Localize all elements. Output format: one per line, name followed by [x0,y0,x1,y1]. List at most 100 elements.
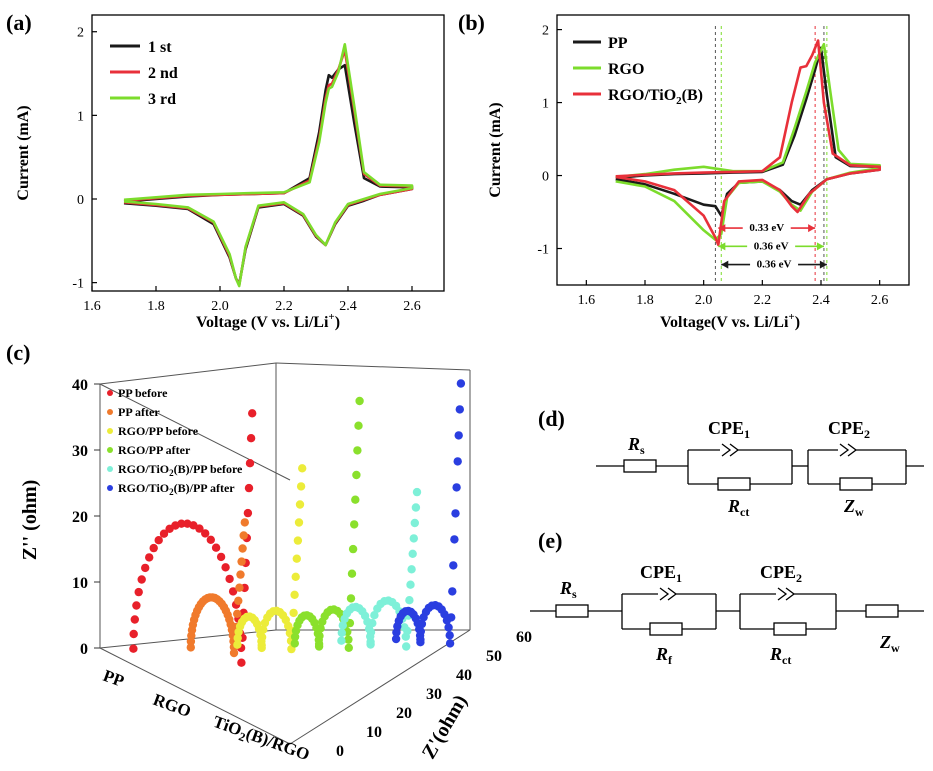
nyquist-point [221,563,230,572]
panel-c-y-tick-label: 20 [72,509,88,526]
nyquist-point [296,482,306,491]
panel-e-label: (e) [538,528,562,553]
nyquist-point [354,421,363,430]
panel-a-x-axis-label: Voltage (V vs. Li/Li+) [196,311,340,331]
panel-b-y-tick-label: 1 [542,97,549,112]
nyquist-point [405,596,414,605]
label-cpe2: CPE2 [828,418,870,441]
resistor-rf [649,622,683,636]
cpe2-element [839,443,858,457]
panel-a-x-tick-label: 1.6 [83,299,101,314]
panel-b-y-tick-label: 2 [542,24,549,39]
label-zw: Zw [879,632,900,655]
panel-a-cv-cycles: (a) -1 0 1 2 1.6 1.8 2.0 2.2 2.4 2.6 Current (mA… [6,10,445,331]
gap-arrow-head-right [808,224,816,233]
nyquist-point [186,643,195,652]
legend-label-rgo-tio2: RGO/TiO2(B) [608,87,703,107]
nyquist-point [366,637,375,646]
panel-a-series [123,42,414,288]
panel-d-equivalent-circuit: (d) Rs CPE1 Rct CPE2 Zw [538,406,924,519]
nyquist-point [366,628,376,637]
nyquist-point [408,549,417,558]
nyquist-point [154,536,163,545]
panel-c-y-tick-label: 10 [72,575,88,592]
panel-a-x-tick-label: 1.8 [147,299,165,314]
panel-a-y-tick-label: 2 [77,26,84,41]
panel-e-equivalent-circuit: (e) Rs CPE1 Rf CPE2 Rct Zw [530,528,924,667]
panel-a-y-tick-label: 1 [77,109,84,124]
panel-a-x-ticks: 1.6 1.8 2.0 2.2 2.4 2.6 [83,286,421,314]
nyquist-point [392,628,401,637]
resistor-rs [623,459,657,473]
nyquist-point [344,643,353,652]
nyquist-point [353,446,362,455]
nyquist-point [348,544,358,554]
label-rct: Rct [769,644,791,667]
gap-arrow-head-left [718,224,726,233]
gap-label-bg [742,220,791,234]
panel-c-legend: PP before PP after RGO/PP before RGO/PP … [107,386,243,497]
nyquist-point [201,529,210,538]
nyquist-point [228,587,238,596]
panel-b-cv-comparison: (b) -1 0 1 2 1.6 1.8 2.0 2.2 2.4 2.6 0.33 eV 0.36… [458,10,910,331]
legend-label-pp-before: PP before [118,386,168,400]
legend-label-2nd: 2 nd [148,65,178,82]
nyquist-point [233,640,242,649]
nyquist-point [246,434,256,443]
nyquist-point [337,628,346,637]
nyquist-point [447,613,456,622]
panel-c-z-ticks: 0 10 20 30 40 50 60 [336,629,532,760]
panel-a-y-tick-label: -1 [72,277,84,292]
nyquist-point [403,626,412,636]
panel-a-x-tick-label: 2.0 [211,299,229,314]
nyquist-point [368,619,377,628]
panel-c-category-pp: PP [101,666,127,691]
nyquist-point [244,483,254,493]
panel-b-y-tick-label: 0 [542,170,549,185]
nyquist-point [238,544,247,553]
panel-c-z-tick-label: 30 [426,686,442,703]
panel-a-series-line [123,42,414,288]
nyquist-point [351,495,360,504]
nyquist-point [315,631,324,641]
nyquist-point [456,379,466,388]
gap-arrow-head-left [718,242,726,251]
nyquist-point [292,554,301,563]
panel-b-x-tick-label: 1.8 [636,293,654,308]
panel-b-x-tick-label: 2.6 [871,293,889,308]
nyquist-point [293,536,303,545]
panel-b-x-tick-label: 1.6 [578,293,596,308]
nyquist-point [416,627,425,636]
nyquist-point [132,601,141,610]
nyquist-point [416,635,425,644]
nyquist-point [453,457,462,466]
nyquist-point [239,531,248,540]
nyquist-point [259,625,268,634]
legend-marker-rgo-tio2-pp-after [107,485,113,491]
panel-c-series [129,379,466,667]
gap-label-bg [747,238,796,252]
label-cpe2: CPE2 [760,562,802,585]
nyquist-point [294,518,304,527]
nyquist-point [298,464,307,473]
nyquist-point [347,569,357,578]
legend-label-1st: 1 st [148,39,172,56]
nyquist-point [455,405,464,414]
panel-b-series-line [615,42,882,242]
nyquist-point [236,570,245,579]
nyquist-point [450,535,459,544]
nyquist-point [248,409,257,418]
nyquist-point [159,529,169,538]
nyquist-point [245,459,255,468]
nyquist-point [295,500,305,509]
legend-label-rgo: RGO [608,61,644,78]
nyquist-point [411,503,421,512]
label-rct: Rct [727,496,749,519]
nyquist-point [448,587,457,596]
panel-b-series-line [615,39,882,247]
legend-label-3rd: 3 rd [148,91,176,108]
panel-c-z-tick-label: 20 [396,705,412,722]
panel-a-y-axis-label: Current (mA) [15,105,32,200]
nyquist-point [237,658,246,667]
